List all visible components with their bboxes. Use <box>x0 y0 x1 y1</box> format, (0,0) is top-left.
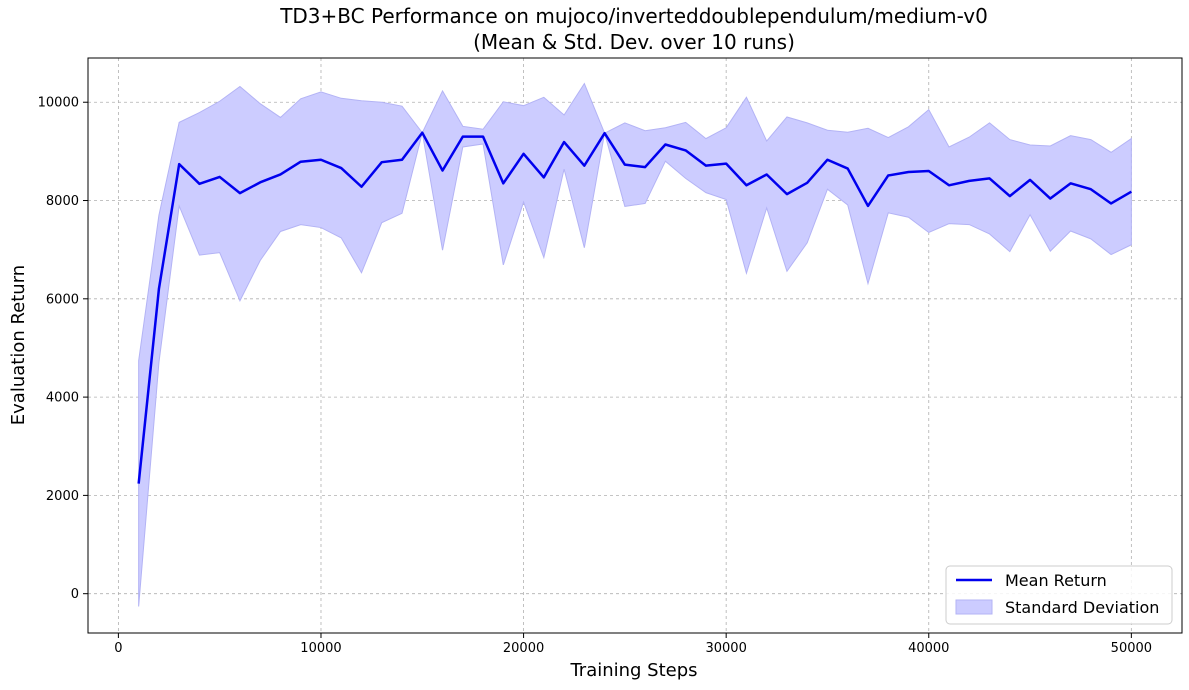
x-ticks: 0 10000 20000 30000 40000 50000 <box>114 633 1152 656</box>
y-tick-label: 10000 <box>38 96 79 111</box>
legend-std-swatch <box>955 599 993 615</box>
std-band <box>138 82 1132 607</box>
legend-std-label: Standard Deviation <box>1005 598 1159 617</box>
mean-line-layer <box>137 131 1132 484</box>
y-tick-label: 0 <box>71 587 79 602</box>
chart-title: TD3+BC Performance on mujoco/inverteddou… <box>279 4 988 28</box>
y-tick-label: 8000 <box>46 194 79 209</box>
y-tick-label: 6000 <box>46 292 79 307</box>
plot-frame <box>87 57 1183 634</box>
legend-box <box>945 565 1173 625</box>
y-ticks: 0 2000 4000 6000 8000 10000 <box>38 96 88 602</box>
y-axis-label: Evaluation Return <box>8 265 29 425</box>
x-axis-label: Training Steps <box>569 660 697 681</box>
y-tick-label: 2000 <box>46 489 79 504</box>
x-tick-label: 0 <box>114 641 122 656</box>
std-band-layer <box>138 82 1132 607</box>
x-tick-label: 30000 <box>705 641 746 656</box>
legend-mean-label: Mean Return <box>1005 571 1107 590</box>
x-tick-label: 20000 <box>503 641 544 656</box>
chart-subtitle: (Mean & Std. Dev. over 10 runs) <box>473 30 795 54</box>
x-tick-label: 40000 <box>908 641 949 656</box>
legend: Mean Return Standard Deviation <box>945 565 1173 625</box>
x-tick-label: 50000 <box>1111 641 1152 656</box>
mean-return-line <box>137 131 1132 484</box>
x-tick-label: 10000 <box>300 641 341 656</box>
y-tick-label: 4000 <box>46 391 79 406</box>
